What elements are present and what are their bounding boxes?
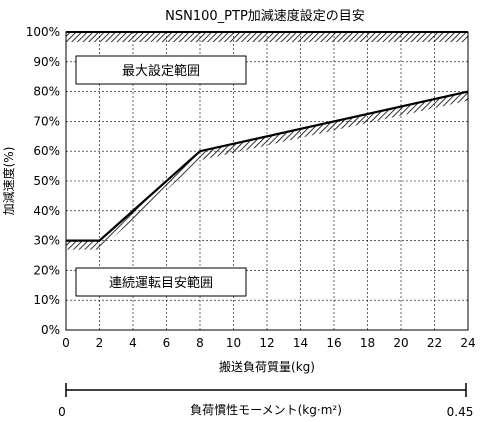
y-tick-label: 80%	[33, 85, 60, 99]
hatch-bands	[66, 32, 468, 250]
y-tick-label: 20%	[33, 263, 60, 277]
plot-frame	[65, 31, 469, 331]
chart-title: NSN100_PTP加減速度設定の目安	[165, 8, 365, 24]
y-tick-label: 50%	[33, 174, 60, 188]
region-max: 最大設定範囲	[75, 55, 247, 85]
y-tick-label: 100%	[26, 25, 60, 39]
series-hatch-band	[66, 91, 468, 250]
x-tick-label: 2	[96, 336, 104, 350]
region-continuous-label: 連続運転目安範囲	[109, 276, 213, 291]
y-tick-label: 40%	[33, 204, 60, 218]
y-tick-label: 70%	[33, 114, 60, 128]
y-tick-label: 0%	[41, 323, 60, 337]
secondary-axis-max-label: 0.45	[447, 405, 474, 419]
x-tick-label: 22	[427, 336, 442, 350]
x-tick-label: 24	[460, 336, 475, 350]
secondary-axis-min-label: 0	[58, 405, 66, 419]
y-tick-label: 60%	[33, 144, 60, 158]
x-tick-labels: 0 2 4 6 8 10 12 14 16 18 20 22 24	[62, 336, 475, 350]
y-tick-label: 10%	[33, 293, 60, 307]
region-continuous: 連続運転目安範囲	[75, 267, 247, 297]
limit-hatch-band	[66, 32, 468, 42]
y-tick-label: 90%	[33, 55, 60, 69]
x-tick-label: 4	[129, 336, 137, 350]
x-tick-label: 8	[196, 336, 204, 350]
y-tick-labels: 0% 10% 20% 30% 40% 50% 60% 70% 80% 90% 100%	[26, 25, 60, 337]
secondary-axis-label: 負荷慣性モーメント(kg·m²)	[190, 402, 342, 417]
series-line	[66, 90, 469, 242]
region-max-box	[75, 55, 247, 85]
x-tick-label: 14	[293, 336, 308, 350]
secondary-axis: 0 負荷慣性モーメント(kg·m²) 0.45	[58, 383, 473, 419]
x-tick-label: 0	[62, 336, 70, 350]
x-tick-label: 10	[226, 336, 241, 350]
x-tick-label: 12	[259, 336, 274, 350]
region-max-label: 最大設定範囲	[122, 63, 200, 79]
x-tick-label: 18	[360, 336, 375, 350]
region-continuous-box	[75, 267, 247, 297]
y-tick-label: 30%	[33, 234, 60, 248]
x-tick-label: 20	[393, 336, 408, 350]
x-tick-label: 6	[163, 336, 171, 350]
y-axis-label: 加減速度(%)	[1, 147, 16, 216]
x-tick-label: 16	[326, 336, 341, 350]
x-axis-label: 搬送負荷質量(kg)	[219, 359, 315, 374]
